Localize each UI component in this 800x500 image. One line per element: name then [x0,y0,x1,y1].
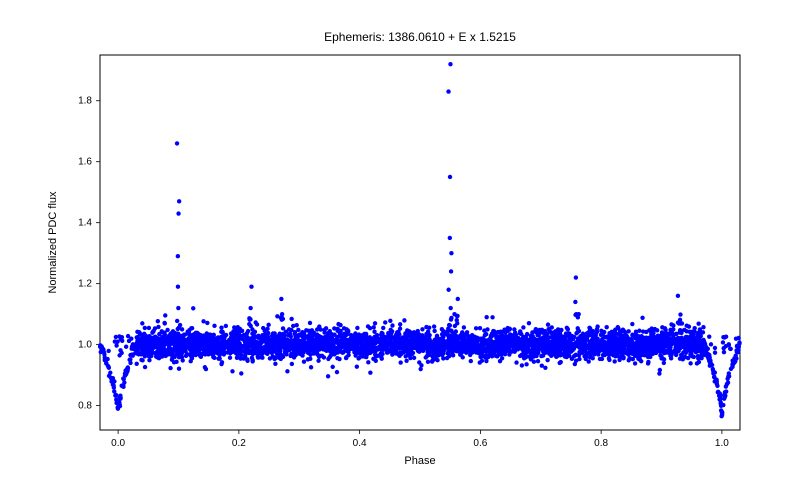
ytick-label: 1.0 [78,340,92,351]
y-axis-label: Normalized PDC flux [47,191,59,294]
ytick-label: 0.8 [78,401,92,412]
xtick-label: 0.6 [473,438,487,449]
xtick-label: 0.4 [353,438,367,449]
chart-title: Ephemeris: 1386.0610 + E x 1.5215 [324,30,516,44]
xtick-label: 1.0 [715,438,729,449]
xtick-label: 0.8 [594,438,608,449]
x-axis-label: Phase [404,455,435,467]
ytick-label: 1.8 [78,96,92,107]
lightcurve-chart: 0.0 0.2 0.4 0.6 0.8 1.0 0.8 1.0 1.2 1.4 1.6 1.8 Phas… [0,0,800,500]
ytick-label: 1.6 [78,157,92,168]
xtick-label: 0.0 [111,438,125,449]
ytick-label: 1.2 [78,279,92,290]
ytick-label: 1.4 [78,218,92,229]
chart-svg: 0.0 0.2 0.4 0.6 0.8 1.0 0.8 1.0 1.2 1.4 1.6 1.8 Phas… [0,0,800,500]
xtick-label: 0.2 [232,438,246,449]
